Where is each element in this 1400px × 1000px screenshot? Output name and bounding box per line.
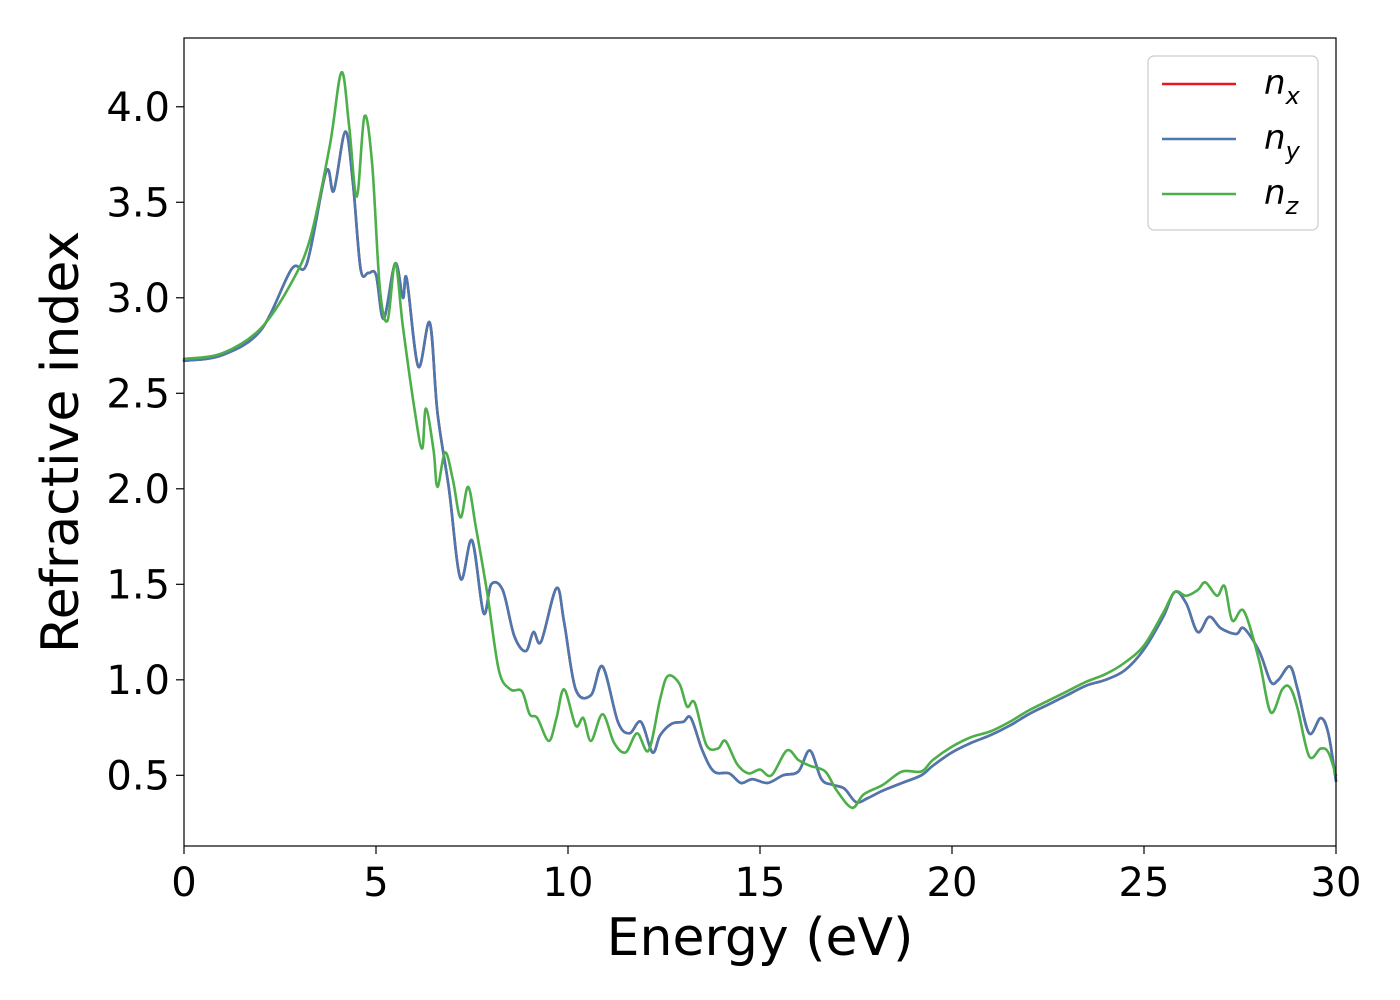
legend: nx ny nz — [1147, 55, 1319, 231]
y-axis-ticks: 0.5 1.0 1.5 2.0 2.5 3.0 3.5 4.0 — [106, 85, 184, 799]
y-tick-label: 0.5 — [106, 753, 170, 799]
y-tick-label: 1.5 — [106, 562, 170, 608]
x-tick-label: 5 — [363, 860, 388, 906]
y-tick-label: 1.0 — [106, 658, 170, 704]
x-axis-title: Energy (eV) — [607, 908, 914, 968]
x-tick-label: 0 — [171, 860, 196, 906]
legend-label-z: nz — [1264, 173, 1300, 220]
x-tick-label: 15 — [735, 860, 786, 906]
legend-box — [1147, 55, 1319, 231]
y-tick-label: 3.0 — [106, 276, 170, 322]
y-tick-label: 3.5 — [106, 180, 170, 226]
y-tick-label: 2.0 — [106, 467, 170, 513]
y-tick-label: 4.0 — [106, 85, 170, 131]
series-line-z — [182, 71, 1338, 810]
x-tick-label: 30 — [1311, 860, 1362, 906]
series-line-y — [182, 130, 1338, 804]
y-axis-title: Refractive index — [31, 231, 91, 653]
legend-label-y: ny — [1264, 118, 1301, 165]
legend-label-x: nx — [1264, 63, 1301, 110]
x-tick-label: 25 — [1119, 860, 1170, 906]
x-tick-label: 10 — [543, 860, 594, 906]
x-tick-label: 20 — [927, 860, 978, 906]
x-axis-ticks: 0 5 10 15 20 25 30 — [171, 846, 1361, 906]
y-tick-label: 2.5 — [106, 371, 170, 417]
series-layer — [182, 71, 1338, 810]
